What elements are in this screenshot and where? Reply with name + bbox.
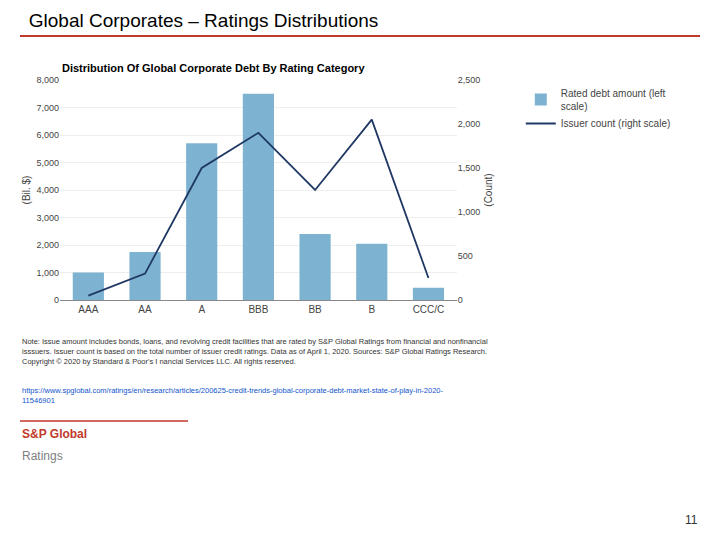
svg-text:3,000: 3,000 [36,213,59,223]
svg-text:500: 500 [458,251,473,261]
svg-text:BB: BB [308,304,322,315]
svg-text:11: 11 [685,513,698,527]
svg-text:4,000: 4,000 [36,185,59,195]
svg-text:2,500: 2,500 [458,75,481,85]
svg-text:1,500: 1,500 [458,163,481,173]
svg-text:A: A [198,304,205,315]
svg-text:Rated debt amount (leftscale): Rated debt amount (leftscale) [561,88,666,112]
svg-text:AAA: AAA [78,304,98,315]
svg-text:2,000: 2,000 [458,119,481,129]
svg-text:BBB: BBB [248,304,268,315]
svg-text:0: 0 [458,295,463,305]
svg-text:1,000: 1,000 [458,207,481,217]
svg-text:(Bil. $): (Bil. $) [21,176,32,205]
svg-text:5,000: 5,000 [36,158,59,168]
svg-text:7,000: 7,000 [36,103,59,113]
svg-text:B: B [368,304,375,315]
svg-text:CCC/C: CCC/C [413,304,445,315]
svg-text:8,000: 8,000 [36,75,59,85]
svg-text:(Count): (Count) [483,173,494,206]
svg-text:Global Corporates – Ratings Di: Global Corporates – Ratings Distribution… [29,10,379,31]
svg-text:S&P Global: S&P Global [22,427,87,441]
svg-text:6,000: 6,000 [36,130,59,140]
svg-text:0: 0 [54,295,59,305]
svg-text:Ratings: Ratings [22,449,63,463]
svg-text:2,000: 2,000 [36,240,59,250]
svg-text:AA: AA [138,304,152,315]
svg-text:Note: Issue amount includes bo: Note: Issue amount includes bonds, loans… [22,337,488,366]
svg-text:Distribution Of Global Corpora: Distribution Of Global Corporate Debt By… [62,62,365,74]
svg-text:https://www.spglobal.com/ratin: https://www.spglobal.com/ratings/en/rese… [22,386,444,405]
svg-text:1,000: 1,000 [36,268,59,278]
svg-text:Issuer count (right scale): Issuer count (right scale) [561,118,671,129]
